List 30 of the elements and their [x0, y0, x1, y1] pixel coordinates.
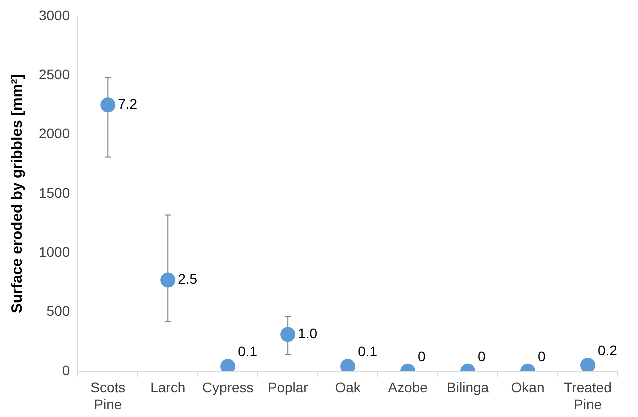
y-tick-label: 500: [46, 303, 70, 320]
annotation: 0: [538, 348, 546, 364]
x-tick-label: Cypress: [202, 380, 254, 396]
annotation: 2.5: [178, 271, 198, 288]
x-tick-label: Oak: [335, 380, 362, 396]
y-tick-label: 3000: [38, 7, 70, 24]
x-tick-label: Okan: [511, 380, 545, 396]
y-tick-label: 2500: [38, 66, 70, 82]
point: [580, 358, 596, 372]
annotation: 0.2: [598, 342, 618, 358]
y-tick-label: 0: [62, 362, 70, 378]
x-tick-label: Bilinga: [447, 380, 490, 396]
annotation: 0.1: [238, 344, 258, 360]
point: [280, 327, 296, 342]
x-tick-label: Scots Pine: [90, 380, 126, 412]
point: [160, 272, 176, 288]
point: [100, 98, 116, 113]
y-tick-label: 1000: [38, 244, 70, 260]
annotation: 0.1: [358, 344, 378, 360]
y-tick-label: 2000: [38, 126, 70, 142]
y-axis-title: Surface eroded by gribbles [mm²]: [9, 74, 26, 314]
annotation: 0: [478, 348, 486, 364]
x-tick-label: Larch: [150, 380, 186, 396]
x-tick-label: Treated Pine: [564, 380, 612, 412]
annotation: 1.0: [298, 326, 318, 342]
x-tick-label: Poplar: [268, 380, 309, 396]
y-tick-label: 1500: [38, 184, 70, 201]
annotation: 7.2: [118, 96, 138, 112]
annotation: 0: [418, 348, 426, 364]
x-tick-label: Azobe: [388, 380, 428, 396]
